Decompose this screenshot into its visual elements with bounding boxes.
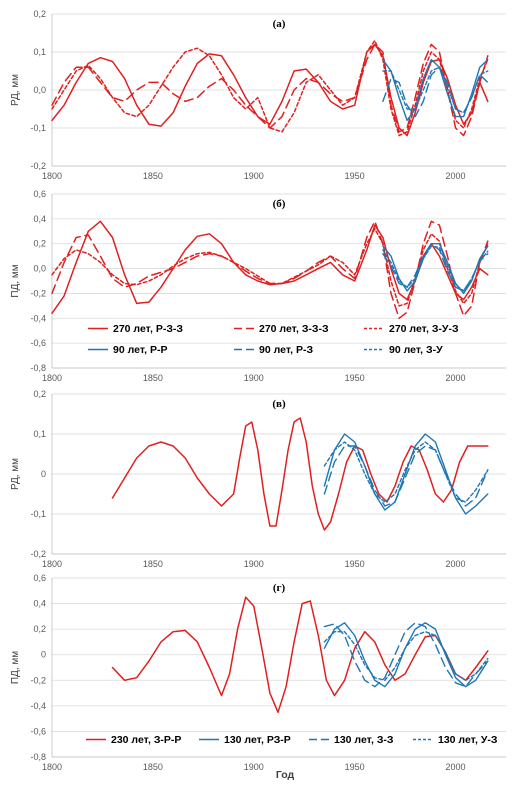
x-tick-label: 1950 bbox=[345, 373, 365, 383]
x-tick-label: 2000 bbox=[446, 762, 466, 772]
y-tick-label: -0,4 bbox=[30, 701, 46, 711]
legend-label: 270 лет, З-З-З bbox=[259, 323, 329, 335]
chart-panel-1: -0,2 -0,1 0,0 0,1 0,2 1800 1850 1900 1950 2000 РД,… bbox=[10, 9, 506, 181]
x-tick-label: 1900 bbox=[244, 762, 264, 772]
x-tick-label: 1800 bbox=[42, 373, 62, 383]
y-tick-label: 0,2 bbox=[33, 9, 46, 19]
series-line-1 bbox=[111, 417, 489, 531]
x-tick-label: 1950 bbox=[345, 559, 365, 569]
y-tick-label: 0,2 bbox=[33, 624, 46, 634]
x-tick-label: 1800 bbox=[42, 559, 62, 569]
legend-label: 90 лет, З-У bbox=[389, 344, 443, 356]
panel-title: (а) bbox=[273, 18, 286, 30]
x-tick-label: 1850 bbox=[143, 373, 163, 383]
legend-label: 130 лет, РЗ-Р bbox=[224, 734, 291, 746]
y-tick-label: 0,1 bbox=[33, 429, 46, 439]
series-line-3 bbox=[51, 39, 489, 137]
y-tick-label: -0,2 bbox=[30, 161, 46, 171]
x-tick-label: 1900 bbox=[244, 171, 264, 181]
panel-title: (в) bbox=[272, 398, 286, 410]
y-tick-label: -0,8 bbox=[30, 363, 46, 373]
chart-panel-4: -0,8 -0,6 -0,4 -0,2 0 0,2 0,4 0,6 1800 1850 1900 19… bbox=[10, 573, 506, 772]
panel-title: (г) bbox=[273, 582, 286, 594]
y-tick-label: 0,0 bbox=[33, 85, 46, 95]
series-line-2 bbox=[51, 220, 489, 320]
x-axis-label: Год bbox=[276, 769, 295, 781]
series-line-4 bbox=[382, 58, 489, 122]
series-line-4 bbox=[382, 243, 489, 295]
y-tick-label: -0,2 bbox=[30, 549, 46, 559]
y-tick-label: 0,2 bbox=[33, 239, 46, 249]
legend-label: 270 лет, З-У-З bbox=[389, 323, 459, 335]
series-line-2 bbox=[51, 43, 489, 137]
series-line-3 bbox=[323, 445, 489, 507]
chart-panel-3: -0,2 -0,1 0 0,1 0,2 1800 1850 1900 1950 2000 РД, м… bbox=[10, 389, 506, 569]
y-axis-label: РД, мм bbox=[10, 458, 21, 490]
legend-label: 270 лет, Р-З-З bbox=[113, 323, 183, 335]
legend-label: 130 лет, У-З bbox=[438, 734, 498, 746]
series-line-1 bbox=[111, 596, 489, 714]
y-tick-label: -0,2 bbox=[30, 288, 46, 298]
x-tick-label: 2000 bbox=[446, 171, 466, 181]
series-line-4 bbox=[323, 441, 489, 503]
legend-label: 90 лет, Р-Р bbox=[113, 344, 168, 356]
series-line-1 bbox=[51, 220, 489, 315]
y-tick-label: -0,6 bbox=[30, 338, 46, 348]
y-tick-label: 0,0 bbox=[33, 264, 46, 274]
x-tick-label: 1850 bbox=[143, 559, 163, 569]
y-tick-label: 0,1 bbox=[33, 47, 46, 57]
y-tick-label: 0 bbox=[41, 650, 46, 660]
series-line-6 bbox=[382, 245, 489, 292]
y-tick-label: -0,6 bbox=[30, 726, 46, 736]
y-tick-label: -0,2 bbox=[30, 675, 46, 685]
legend-label: 230 лет, З-Р-Р bbox=[111, 734, 181, 746]
x-tick-label: 1900 bbox=[244, 559, 264, 569]
x-tick-label: 1800 bbox=[42, 171, 62, 181]
x-tick-label: 1950 bbox=[345, 762, 365, 772]
y-tick-label: 0,2 bbox=[33, 389, 46, 399]
y-tick-label: -0,1 bbox=[30, 509, 46, 519]
y-tick-label: 0,4 bbox=[33, 214, 46, 224]
series-line-3 bbox=[51, 228, 489, 307]
y-tick-label: -0,8 bbox=[30, 752, 46, 762]
series-line-4 bbox=[323, 631, 489, 681]
legend-label: 130 лет, З-З bbox=[334, 734, 394, 746]
y-tick-label: 0,6 bbox=[33, 189, 46, 199]
y-axis-label: ПД, мм bbox=[10, 264, 21, 297]
y-tick-label: -0,4 bbox=[30, 313, 46, 323]
y-axis-label: РД, мм bbox=[10, 74, 21, 106]
y-tick-label: 0,4 bbox=[33, 599, 46, 609]
legend-label: 90 лет, Р-З bbox=[259, 344, 314, 356]
x-tick-label: 1800 bbox=[42, 762, 62, 772]
x-tick-label: 1850 bbox=[143, 762, 163, 772]
x-tick-label: 1900 bbox=[244, 373, 264, 383]
series-line-3 bbox=[323, 622, 489, 688]
series-line-6 bbox=[382, 66, 489, 114]
x-tick-label: 2000 bbox=[446, 373, 466, 383]
x-tick-label: 1950 bbox=[345, 171, 365, 181]
y-axis-label: ПД, мм bbox=[10, 651, 21, 684]
series-line-2 bbox=[323, 433, 489, 515]
y-tick-label: -0,1 bbox=[30, 123, 46, 133]
y-tick-label: 0 bbox=[41, 469, 46, 479]
x-tick-label: 2000 bbox=[446, 559, 466, 569]
y-tick-label: 0,6 bbox=[33, 573, 46, 583]
chart-panel-2: -0,8 -0,6 -0,4 -0,2 0,0 0,2 0,4 0,6 1800 1850 1900… bbox=[10, 189, 506, 383]
panel-title: (б) bbox=[273, 198, 286, 210]
x-tick-label: 1850 bbox=[143, 171, 163, 181]
